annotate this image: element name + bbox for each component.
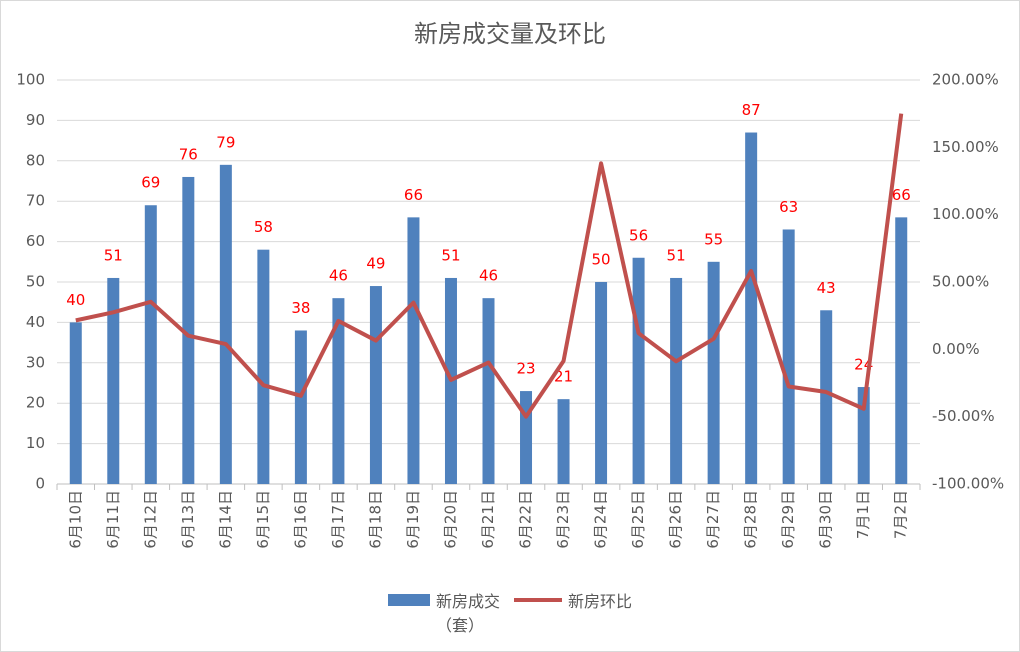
data-label: 46 [329, 267, 348, 285]
bar [182, 176, 195, 484]
bar [219, 164, 232, 484]
legend-swatch [513, 598, 562, 602]
x-tick-label: 6月17日 [329, 490, 347, 549]
x-tick-label: 6月21日 [479, 490, 497, 549]
data-label: 51 [441, 246, 460, 264]
line [75, 113, 904, 419]
y-tick-label: 30 [26, 353, 45, 371]
y-tick-label: 80 [26, 151, 45, 169]
x-tick-label: 6月26日 [667, 490, 685, 549]
data-label: 38 [291, 299, 310, 317]
bar [895, 217, 908, 485]
bar [820, 310, 833, 484]
x-tick-label: 6月10日 [66, 490, 84, 549]
x-tick-label: 6月27日 [704, 490, 722, 549]
x-tick-label: 6月23日 [554, 490, 572, 549]
data-label: 66 [404, 186, 423, 204]
y-tick-label: 60 [26, 232, 45, 250]
data-label: 56 [629, 226, 648, 244]
legend: 新房成交（套） 新房环比 [0, 588, 1020, 636]
bar [782, 229, 795, 484]
bar [595, 282, 608, 484]
data-label: 66 [892, 186, 911, 204]
bar [144, 205, 157, 485]
data-label: 50 [592, 251, 611, 269]
y-tick-label: 10 [26, 434, 45, 452]
x-tick-label: 7月2日 [892, 490, 910, 539]
bar [520, 391, 533, 484]
y-tick-label: 100 [16, 71, 45, 89]
bar [857, 387, 870, 484]
data-label: 40 [66, 291, 85, 309]
x-tick-label: 6月29日 [779, 490, 797, 549]
bar [407, 217, 420, 485]
data-label: 79 [216, 133, 235, 151]
y-tick-label: 90 [26, 111, 45, 129]
bar [557, 399, 570, 484]
x-tick-label: 6月11日 [104, 490, 122, 549]
y2-tick-label: -50.00% [932, 407, 995, 425]
bar [69, 322, 82, 484]
x-tick-label: 7月1日 [854, 490, 872, 539]
x-tick-label: 6月25日 [629, 490, 647, 549]
y-tick-label: 70 [26, 192, 45, 210]
data-label: 63 [779, 198, 798, 216]
x-tick-label: 6月28日 [742, 490, 760, 549]
data-label: 46 [479, 267, 498, 285]
x-tick-label: 6月22日 [517, 490, 535, 549]
x-tick-label: 6月19日 [404, 490, 422, 549]
y2-tick-label: 100.00% [932, 205, 999, 223]
bar [670, 277, 683, 484]
legend-label: 新房环比 [567, 592, 632, 611]
y-tick-label: 40 [26, 313, 45, 331]
bar [332, 298, 345, 484]
data-label: 23 [516, 360, 535, 378]
data-label: 43 [817, 279, 836, 297]
legend-item: 新房环比 [513, 588, 632, 636]
data-label: 87 [742, 101, 761, 119]
y2-tick-label: 0.00% [932, 340, 980, 358]
bar [632, 257, 645, 484]
legend-item: 新房成交（套） [387, 588, 508, 636]
x-tick-label: 6月20日 [441, 490, 459, 549]
bar [257, 249, 270, 484]
data-label: 51 [104, 246, 123, 264]
data-label: 76 [179, 145, 198, 163]
y2-tick-label: 200.00% [932, 71, 999, 89]
legend-swatch [387, 594, 430, 606]
x-tick-label: 6月30日 [817, 490, 835, 549]
bar [294, 330, 307, 484]
x-tick-label: 6月14日 [216, 490, 234, 549]
x-tick-label: 6月18日 [366, 490, 384, 549]
data-label: 49 [366, 255, 385, 273]
y2-tick-label: -100.00% [932, 475, 1004, 493]
bar [369, 286, 382, 484]
data-label: 55 [704, 230, 723, 248]
data-label: 21 [554, 368, 573, 386]
bar [107, 277, 120, 484]
y2-tick-label: 50.00% [932, 273, 989, 291]
y-tick-label: 0 [35, 475, 45, 493]
bar [745, 132, 758, 484]
x-tick-label: 6月12日 [141, 490, 159, 549]
x-tick-label: 6月13日 [179, 490, 197, 549]
bar [482, 298, 495, 484]
data-label: 51 [667, 246, 686, 264]
data-label: 69 [141, 174, 160, 192]
x-tick-label: 6月16日 [291, 490, 309, 549]
bar [707, 261, 720, 484]
x-tick-label: 6月15日 [254, 490, 272, 549]
legend-label: 新房成交（套） [435, 592, 500, 635]
y-tick-label: 50 [26, 273, 45, 291]
data-label: 58 [254, 218, 273, 236]
y2-tick-label: 150.00% [932, 138, 999, 156]
y-tick-label: 20 [26, 394, 45, 412]
x-tick-label: 6月24日 [592, 490, 610, 549]
chart-title: 新房成交量及环比 [414, 20, 606, 48]
